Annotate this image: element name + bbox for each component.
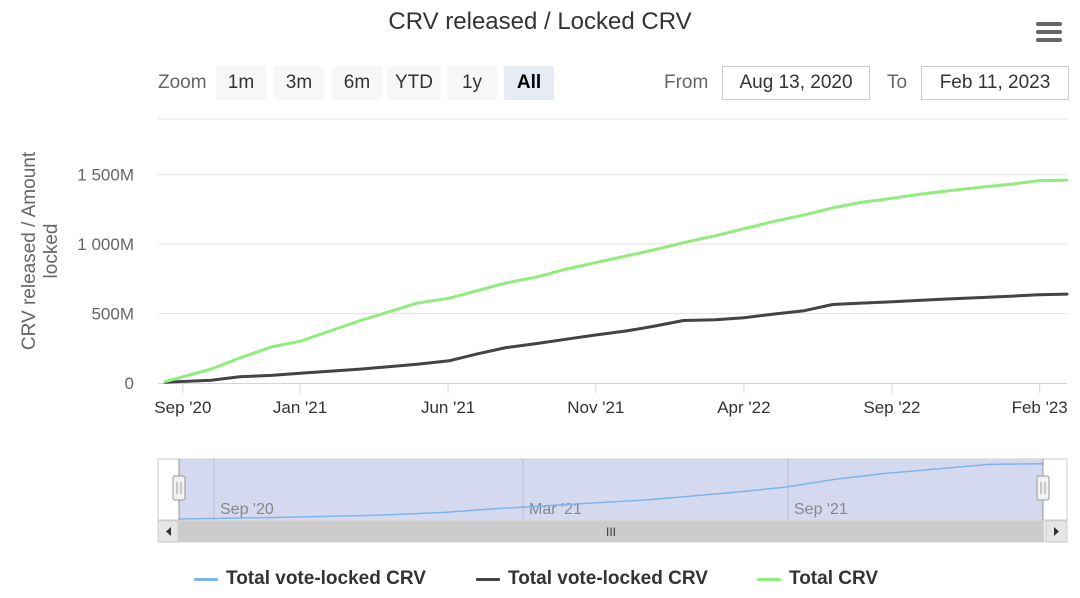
legend-label: Total vote-locked CRV	[508, 568, 708, 589]
zoom-ytd-button[interactable]: YTD	[387, 66, 441, 100]
scroll-left-arrow-icon	[166, 527, 171, 536]
navigator-handle-right[interactable]	[1036, 475, 1050, 501]
zoom-label: Zoom	[158, 72, 207, 93]
y-tick-label: 1 500M	[77, 166, 134, 185]
y-axis-labels: 0 500M 1 000M 1 500M	[77, 166, 134, 393]
hamburger-menu-icon[interactable]	[1036, 22, 1062, 42]
y-axis-title: CRV released / Amountlocked	[19, 151, 62, 350]
y-tick-label: 0	[125, 374, 134, 393]
zoom-1m-button[interactable]: 1m	[216, 66, 266, 100]
legend-item-vote-locked-blue[interactable]: Total vote-locked CRV	[194, 566, 426, 592]
handle-box	[172, 475, 186, 501]
grid-lines	[158, 118, 1067, 315]
x-tick-label: Apr '22	[717, 398, 770, 417]
legend-symbol	[757, 577, 781, 581]
legend-label: Total CRV	[789, 568, 879, 589]
navigator-handle-left[interactable]	[172, 475, 186, 501]
y-tick-label: 1 000M	[77, 235, 134, 254]
legend-label: Total vote-locked CRV	[226, 568, 426, 589]
x-tick-label: Feb '23	[1012, 398, 1068, 417]
handle-box	[1036, 475, 1050, 501]
x-tick-label: Nov '21	[567, 398, 624, 417]
to-label: To	[887, 72, 908, 93]
series-lines	[163, 178, 1069, 384]
zoom-all-button[interactable]: All	[504, 66, 554, 100]
navigator-label: Sep '21	[794, 501, 848, 518]
from-label: From	[664, 72, 709, 93]
navigator-label: Sep '20	[220, 501, 274, 518]
scroll-right-arrow-icon	[1054, 527, 1059, 536]
legend-item-vote-locked-dark[interactable]: Total vote-locked CRV	[476, 566, 708, 592]
x-tick-label: Sep '22	[863, 398, 920, 417]
scrollbar-thumb[interactable]	[178, 521, 1044, 542]
navigator-series-line	[178, 462, 1044, 520]
x-tick-label: Sep '20	[154, 398, 211, 417]
zoom-6m-button[interactable]: 6m	[332, 66, 382, 100]
y-axis-title-line: CRV released / Amount	[19, 151, 40, 350]
x-tick-label: Jan '21	[273, 398, 327, 417]
to-date-input[interactable]: Feb 11, 2023	[921, 66, 1069, 100]
x-tick-label: Jun '21	[421, 398, 475, 417]
from-date-input[interactable]: Aug 13, 2020	[722, 66, 870, 100]
legend-symbol	[194, 577, 218, 581]
legend: Total vote-locked CRV Total vote-locked …	[0, 566, 1080, 592]
legend-item-total-crv[interactable]: Total CRV	[757, 566, 878, 592]
navigator-mask	[179, 459, 1043, 520]
legend-symbol	[476, 577, 500, 581]
y-axis-title-line: locked	[41, 224, 62, 279]
series-line	[163, 178, 1069, 384]
y-tick-label: 500M	[91, 305, 134, 324]
chart-title: CRV released / Locked CRV	[388, 8, 692, 35]
scrollbar-grip: III	[606, 525, 616, 539]
x-axis: Sep '20 Jan '21 Jun '21 Nov '21 Apr '22 Sep '…	[154, 383, 1068, 417]
series-line	[163, 292, 1069, 384]
zoom-1y-button[interactable]: 1y	[447, 66, 497, 100]
zoom-3m-button[interactable]: 3m	[274, 66, 324, 100]
